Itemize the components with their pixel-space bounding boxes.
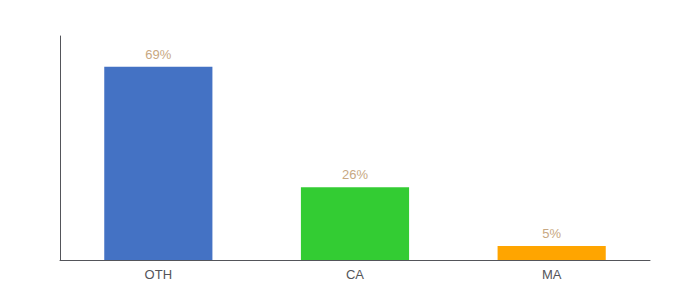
svg-text:MA: MA xyxy=(542,267,562,282)
svg-text:26%: 26% xyxy=(342,167,368,182)
svg-text:69%: 69% xyxy=(145,47,171,62)
svg-text:5%: 5% xyxy=(542,226,561,241)
svg-text:CA: CA xyxy=(346,267,364,282)
svg-text:OTH: OTH xyxy=(145,267,172,282)
